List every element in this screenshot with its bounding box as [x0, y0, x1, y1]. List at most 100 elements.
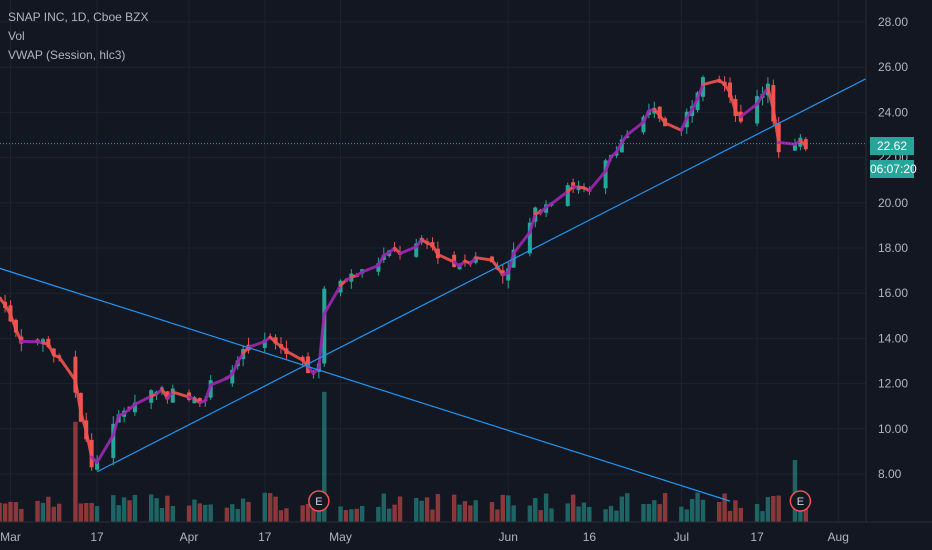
volume-bar [473, 500, 478, 522]
vwap-segment [739, 102, 759, 119]
vwap-segment [436, 253, 456, 264]
vwap-segment [641, 109, 651, 124]
price-axis-tick-label: 8.00 [878, 467, 902, 481]
volume-bar [792, 460, 798, 522]
volume-bar [284, 508, 289, 522]
vwap-segment [57, 355, 77, 382]
candle-body [95, 461, 100, 470]
time-axis-tick-label: Jul [674, 530, 689, 544]
vwap-segment [133, 394, 153, 406]
volume-bar [652, 500, 657, 522]
vwap-segment [398, 245, 418, 255]
price-axis-tick-label: 28.00 [878, 15, 908, 29]
volume-bar [679, 506, 684, 522]
volume-bar [625, 493, 630, 522]
candle-body [132, 402, 137, 413]
trendlines[interactable] [0, 50, 920, 502]
trendline[interactable] [0, 267, 731, 502]
volume-bar [121, 497, 127, 522]
vwap-segment [506, 251, 516, 275]
earnings-marker-label: E [797, 496, 804, 508]
volume-bar [127, 500, 132, 522]
volume-bar [646, 504, 652, 522]
candle-body [565, 185, 570, 206]
volume-bar [316, 507, 322, 522]
volume-bar [760, 511, 765, 522]
vwap-segment [84, 429, 94, 459]
volume-bar [603, 509, 608, 522]
time-axis-background [0, 522, 932, 550]
volume-bar [387, 508, 392, 522]
volume-bar [94, 506, 100, 522]
volume-bar [349, 509, 354, 522]
vwap-segment [414, 237, 424, 249]
time-axis[interactable]: Mar 17 Apr 17 May Jun 16 Jul 17 Aug [0, 530, 849, 544]
volume-bar [0, 502, 2, 522]
volume-bar [435, 493, 441, 522]
earnings-marker-circle[interactable] [308, 490, 330, 512]
volume-bar [51, 506, 56, 522]
vwap-segment [3, 303, 12, 317]
price-axis-tick-label: 24.00 [878, 105, 908, 119]
vwap-segment [701, 78, 721, 87]
volume-bar [311, 505, 316, 522]
vwap-segment [728, 91, 737, 113]
volume-bar [733, 500, 738, 522]
time-axis-tick-label: Jun [499, 530, 518, 544]
vwap-segment [614, 140, 624, 154]
vwap-segment [322, 284, 343, 316]
volume-bar [576, 506, 581, 522]
volume-bar [267, 493, 273, 522]
last-price-label: 22.62 [870, 137, 914, 155]
price-axis[interactable]: 8.0010.0012.0014.0016.0018.0020.0022.002… [878, 15, 908, 481]
volume-bar [208, 504, 213, 522]
legend-volume[interactable]: Vol [8, 29, 25, 43]
volume-bar [608, 505, 614, 522]
legend-vwap[interactable]: VWAP (Session, hlc3) [8, 48, 126, 62]
volume-bar [495, 509, 500, 522]
trendline[interactable] [96, 50, 920, 473]
volume-bar [414, 497, 419, 522]
volume-bar [159, 508, 165, 522]
vwap-segment [46, 342, 56, 357]
volume-bar [2, 503, 8, 522]
volume-bar [148, 494, 154, 522]
volume-bar [170, 505, 175, 522]
volume-bar [776, 495, 781, 522]
candle-body [73, 356, 78, 393]
vwap-segment [685, 108, 694, 120]
volume-bar [359, 505, 365, 522]
volume-bar [684, 509, 689, 522]
volume-bar [565, 503, 570, 522]
candle-body [111, 423, 116, 458]
vwap-segment [771, 107, 781, 144]
volume-bar [197, 503, 203, 522]
volume-bar [343, 510, 349, 522]
volume-bar [192, 499, 197, 522]
candle-body [603, 160, 608, 189]
earnings-marker[interactable]: E [789, 490, 812, 512]
volume-bar [754, 503, 760, 522]
volume-bar [354, 508, 359, 522]
volume-bar [397, 496, 403, 522]
price-axis-tick-label: 18.00 [878, 241, 908, 255]
volume-bar [13, 502, 19, 522]
volume-bar [165, 495, 170, 522]
volume-bar [500, 494, 506, 522]
volume-bar [132, 494, 138, 522]
candle-body [641, 116, 646, 133]
legend-symbol[interactable]: SNAP INC, 1D, Cboe BZX [8, 10, 149, 24]
vwap-segment [798, 139, 808, 148]
vwap-segment [528, 212, 537, 234]
bar-countdown-label: 06:07:20 [870, 160, 917, 178]
candle-body [527, 222, 532, 254]
candle-body [197, 398, 202, 404]
earnings-marker[interactable]: E [308, 490, 330, 512]
price-axis-tick-label: 16.00 [878, 286, 908, 300]
earnings-marker-circle[interactable] [789, 490, 812, 512]
candle-body [506, 268, 511, 281]
volume-bar [46, 496, 51, 522]
